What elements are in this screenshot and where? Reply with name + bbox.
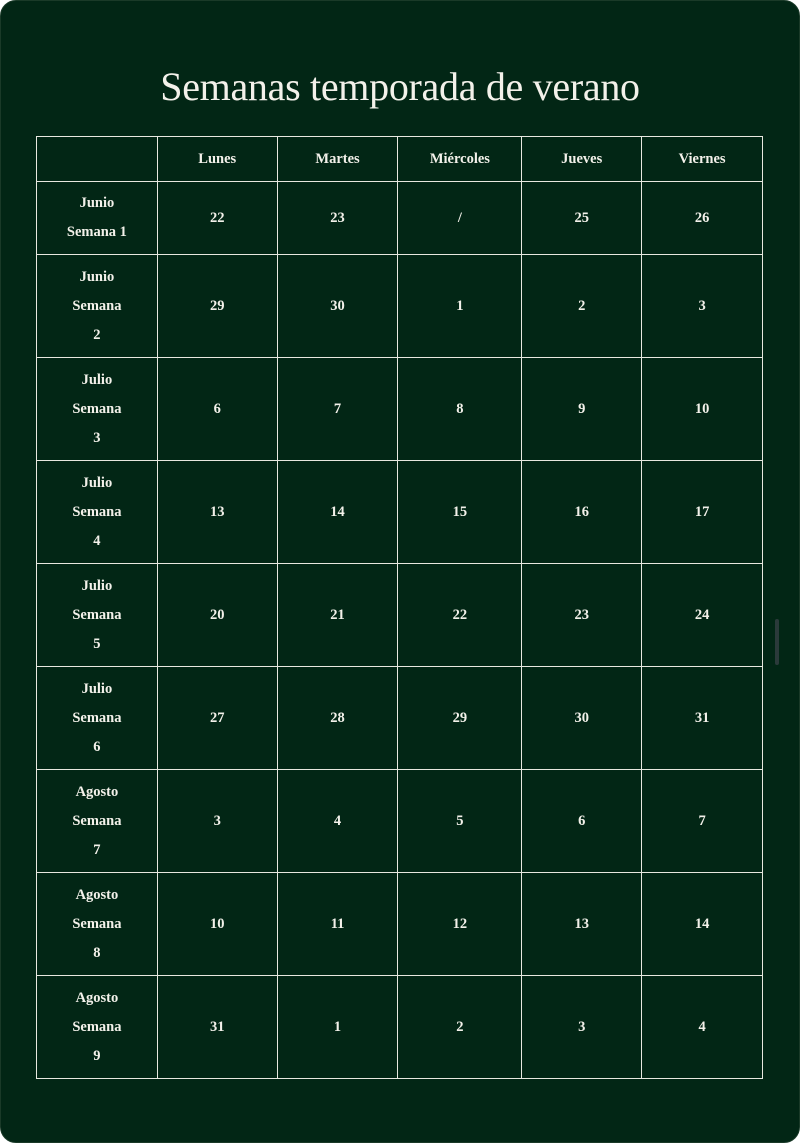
day-cell: 20 xyxy=(156,563,278,667)
table-row: Julio Semana 4 13 14 15 16 17 xyxy=(36,460,763,564)
week-label-month: Agosto xyxy=(75,886,119,903)
day-cell: 7 xyxy=(641,769,763,873)
week-label-num: 6 xyxy=(93,738,101,755)
day-cell: 4 xyxy=(641,975,763,1079)
day-cell: 7 xyxy=(276,357,399,461)
week-label-week: Semana xyxy=(72,297,122,314)
table-row: Julio Semana 6 27 28 29 30 31 xyxy=(36,666,763,770)
day-cell: 14 xyxy=(276,460,399,564)
day-cell: 31 xyxy=(156,975,278,1079)
day-cell: 11 xyxy=(276,872,399,976)
table-row: Junio Semana 1 22 23/25 26 xyxy=(36,181,763,255)
week-label-week: Semana xyxy=(72,606,122,623)
day-cell: 3 xyxy=(641,254,763,358)
week-label-month: Julio xyxy=(81,371,113,388)
day-cell: 6 xyxy=(156,357,278,461)
week-label: Agosto Semana 8 xyxy=(36,872,158,976)
table-row: Agosto Semana 9 31 1 2 3 4 xyxy=(36,975,763,1079)
header-miércoles: Miércoles xyxy=(397,136,523,182)
day-cell: 30 xyxy=(276,254,399,358)
week-label: Junio Semana 2 xyxy=(36,254,158,358)
day-cell: 1 xyxy=(397,254,523,358)
day-cell: 13 xyxy=(156,460,278,564)
week-label-week: Semana xyxy=(72,1018,122,1035)
day-cell: 30 xyxy=(521,666,643,770)
week-label-month: Julio xyxy=(81,680,113,697)
week-label: Julio Semana 5 xyxy=(36,563,158,667)
table-row: Junio Semana 2 29 30 1 2 3 xyxy=(36,254,763,358)
week-label-num: 9 xyxy=(93,1047,101,1064)
week-label-num: 2 xyxy=(93,326,101,343)
day-cell: 25 xyxy=(521,181,643,255)
day-cell: 9 xyxy=(521,357,643,461)
day-cell: / xyxy=(397,181,523,255)
day-cell: 5 xyxy=(397,769,523,873)
day-cell: 2 xyxy=(397,975,523,1079)
week-label: Agosto Semana 9 xyxy=(36,975,158,1079)
week-label-month: Agosto xyxy=(75,989,119,1006)
week-label-num: 3 xyxy=(93,429,101,446)
table-row: Agosto Semana 8 10 11 12 13 14 xyxy=(36,872,763,976)
week-label-month: Julio xyxy=(81,577,113,594)
scrollbar[interactable] xyxy=(775,619,779,665)
header-lunes: Lunes xyxy=(156,136,278,182)
week-label: Agosto Semana 7 xyxy=(36,769,158,873)
day-cell: 17 xyxy=(641,460,763,564)
week-label-num: 7 xyxy=(93,841,101,858)
header-corner xyxy=(36,136,158,182)
week-label-num: 5 xyxy=(93,635,101,652)
day-cell: 26 xyxy=(641,181,763,255)
week-label-num: 8 xyxy=(93,944,101,961)
day-cell: 15 xyxy=(397,460,523,564)
week-label-month: Agosto xyxy=(75,783,119,800)
header-martes: Martes xyxy=(276,136,399,182)
day-cell: 22 xyxy=(397,563,523,667)
day-cell: 13 xyxy=(521,872,643,976)
header-jueves: Jueves xyxy=(521,136,643,182)
day-cell: 6 xyxy=(521,769,643,873)
week-label-week: Semana xyxy=(72,503,122,520)
day-cell: 3 xyxy=(156,769,278,873)
header-row: Lunes Martes Miércoles Jueves Viernes xyxy=(36,136,763,182)
summer-weeks-table: Lunes Martes Miércoles Jueves Viernes Junio S… xyxy=(36,136,763,1079)
day-cell: 8 xyxy=(397,357,523,461)
week-label-week: Semana xyxy=(72,709,122,726)
week-label: Julio Semana 4 xyxy=(36,460,158,564)
day-cell: 10 xyxy=(156,872,278,976)
day-cell: 22 xyxy=(156,181,278,255)
week-label-week: Semana 1 xyxy=(66,224,127,240)
week-label-num: 4 xyxy=(93,532,101,549)
week-label: Julio Semana 3 xyxy=(36,357,158,461)
day-cell: 16 xyxy=(521,460,643,564)
week-label-month: Junio xyxy=(79,268,115,285)
day-cell: 14 xyxy=(641,872,763,976)
day-cell: 3 xyxy=(521,975,643,1079)
week-label-week: Semana xyxy=(72,915,122,932)
week-label: Junio Semana 1 xyxy=(36,181,158,255)
day-cell: 29 xyxy=(397,666,523,770)
table-row: Julio Semana 5 20 21 22 23 24 xyxy=(36,563,763,667)
day-cell: 29 xyxy=(156,254,278,358)
day-cell: 23 xyxy=(521,563,643,667)
day-cell: 12 xyxy=(397,872,523,976)
day-cell: 28 xyxy=(276,666,399,770)
week-label-week: Semana xyxy=(72,400,122,417)
day-cell: 24 xyxy=(641,563,763,667)
day-cell: 10 xyxy=(641,357,763,461)
header-viernes: Viernes xyxy=(641,136,763,182)
day-cell: 31 xyxy=(641,666,763,770)
table-row: Agosto Semana 7 3 4 5 6 7 xyxy=(36,769,763,873)
day-cell: 21 xyxy=(276,563,399,667)
day-cell: 27 xyxy=(156,666,278,770)
day-cell: 1 xyxy=(276,975,399,1079)
day-cell: 23 xyxy=(276,181,399,255)
week-label-month: Julio xyxy=(81,474,113,491)
table-row: Julio Semana 3 6 7 8 9 10 xyxy=(36,357,763,461)
day-cell: 4 xyxy=(276,769,399,873)
page-title: Semanas temporada de verano xyxy=(160,63,640,109)
week-label-month: Junio xyxy=(79,195,115,211)
week-label-week: Semana xyxy=(72,812,122,829)
week-label: Julio Semana 6 xyxy=(36,666,158,770)
day-cell: 2 xyxy=(521,254,643,358)
